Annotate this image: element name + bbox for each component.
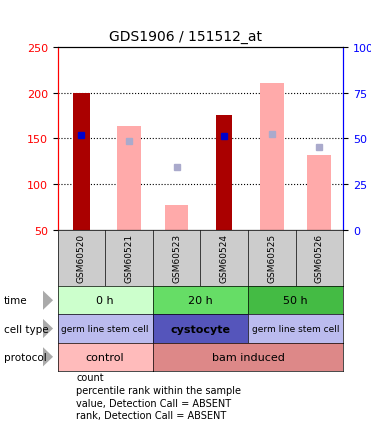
- Text: 0 h: 0 h: [96, 296, 114, 306]
- Polygon shape: [43, 291, 53, 310]
- Text: count: count: [76, 373, 104, 382]
- Text: control: control: [86, 352, 124, 362]
- Text: GSM60523: GSM60523: [172, 234, 181, 283]
- Text: cell type: cell type: [4, 324, 48, 334]
- Bar: [260, 84, 284, 230]
- Text: GDS1906 / 151512_at: GDS1906 / 151512_at: [109, 30, 262, 43]
- Bar: [117, 127, 141, 230]
- Text: GSM60525: GSM60525: [267, 234, 276, 283]
- Text: 50 h: 50 h: [283, 296, 308, 306]
- Text: GSM60520: GSM60520: [77, 234, 86, 283]
- Bar: [308, 155, 331, 230]
- Text: GSM60524: GSM60524: [220, 234, 229, 283]
- Polygon shape: [43, 319, 53, 339]
- Polygon shape: [43, 347, 53, 367]
- Text: GSM60521: GSM60521: [124, 234, 134, 283]
- Text: bam induced: bam induced: [211, 352, 285, 362]
- Text: protocol: protocol: [4, 352, 46, 362]
- Bar: [216, 116, 233, 230]
- Text: time: time: [4, 296, 27, 306]
- Bar: [165, 205, 188, 230]
- Text: germ line stem cell: germ line stem cell: [252, 324, 339, 333]
- Text: cystocyte: cystocyte: [170, 324, 230, 334]
- Text: 20 h: 20 h: [188, 296, 213, 306]
- Text: percentile rank within the sample: percentile rank within the sample: [76, 385, 242, 395]
- Text: value, Detection Call = ABSENT: value, Detection Call = ABSENT: [76, 398, 232, 408]
- Text: GSM60526: GSM60526: [315, 234, 324, 283]
- Text: germ line stem cell: germ line stem cell: [61, 324, 149, 333]
- Text: rank, Detection Call = ABSENT: rank, Detection Call = ABSENT: [76, 410, 227, 420]
- Bar: [73, 93, 90, 230]
